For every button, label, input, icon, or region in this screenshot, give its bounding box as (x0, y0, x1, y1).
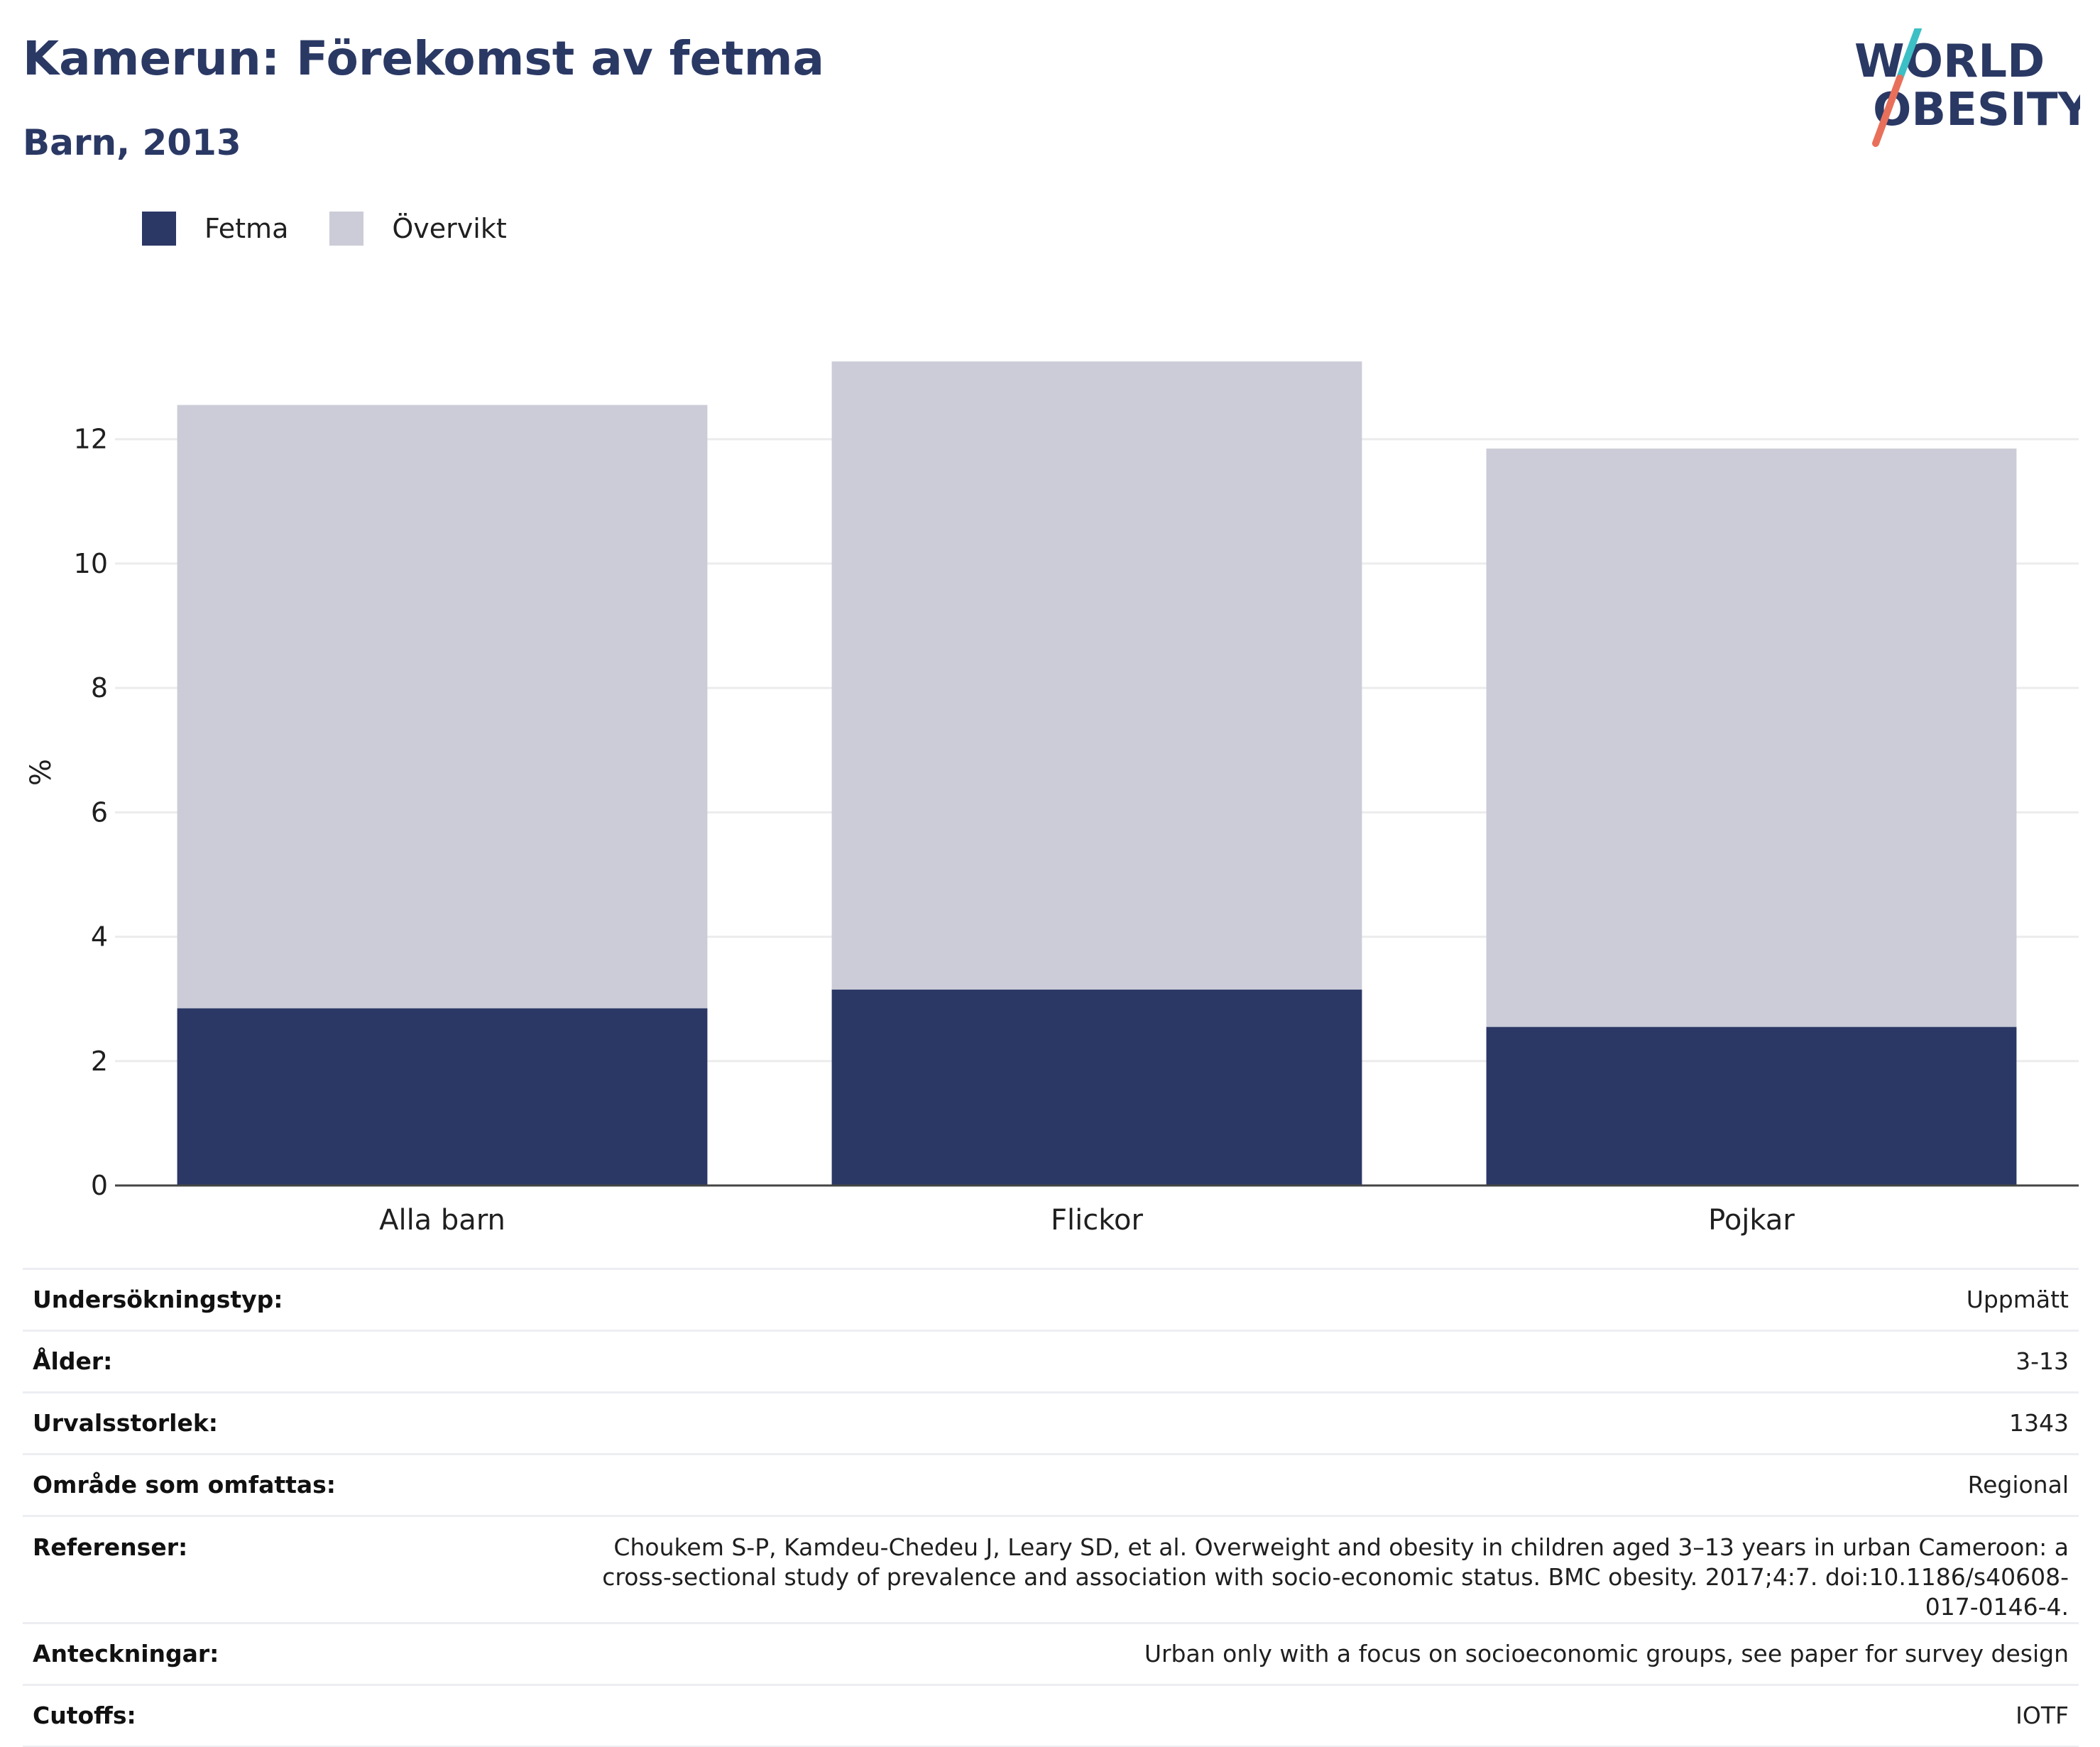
survey-info-table: Undersökningstyp: Uppmätt Ålder: 3-13 Ur… (23, 1268, 2079, 1747)
legend-swatch-overvikt (329, 212, 364, 246)
bar-overvikt (177, 405, 708, 1009)
y-tick-label: 0 (91, 1170, 108, 1201)
info-row-notes: Anteckningar: Urban only with a focus on… (23, 1622, 2079, 1685)
info-key: Cutoffs: (23, 1684, 520, 1747)
info-key: Ålder: (23, 1330, 520, 1393)
logo-text-obesity: OBESITY (1873, 84, 2080, 136)
info-value: IOTF (520, 1684, 2079, 1747)
y-tick-label: 4 (91, 921, 108, 953)
info-row-sample-size: Urvalsstorlek: 1343 (23, 1391, 2079, 1455)
info-key: Område som omfattas: (23, 1453, 520, 1516)
info-row-references: Referenser: Choukem S-P, Kamdeu-Chedeu J… (23, 1515, 2079, 1623)
info-value-reference: Choukem S-P, Kamdeu-Chedeu J, Leary SD, … (602, 1533, 2069, 1621)
legend-label-fetma: Fetma (204, 213, 289, 244)
bar-fetma (831, 990, 1362, 1185)
y-tick-label: 8 (91, 672, 108, 703)
y-tick-label: 2 (91, 1046, 108, 1077)
info-row-age: Ålder: 3-13 (23, 1330, 2079, 1393)
info-key: Urvalsstorlek: (23, 1391, 520, 1455)
bar-chart: 0 2 4 6 8 10 12 Alla barn Flickor Pojkar (74, 361, 2079, 1237)
chart-legend: Fetma Övervikt (142, 210, 548, 247)
info-value: Uppmätt (520, 1268, 2079, 1331)
legend-item-overvikt[interactable]: Övervikt (329, 212, 507, 246)
x-tick-label: Alla barn (379, 1204, 505, 1237)
info-row-area: Område som omfattas: Regional (23, 1453, 2079, 1516)
world-obesity-logo: WORLD OBESITY (1854, 28, 2080, 147)
y-tick-label: 6 (91, 796, 108, 828)
logo-slash-bottom (1872, 75, 1903, 147)
info-key: Undersökningstyp: (23, 1268, 520, 1331)
info-row-cutoffs: Cutoffs: IOTF (23, 1684, 2079, 1747)
bar-overvikt (1486, 448, 2017, 1027)
logo-text-world: WORLD (1854, 35, 2045, 88)
info-key: Anteckningar: (23, 1622, 520, 1685)
info-value: 1343 (520, 1391, 2079, 1455)
legend-item-fetma[interactable]: Fetma (142, 212, 288, 246)
bar-overvikt (831, 361, 1362, 990)
info-row-survey-type: Undersökningstyp: Uppmätt (23, 1268, 2079, 1331)
chart-subtitle: Barn, 2013 (23, 122, 241, 163)
info-key: Referenser: (23, 1515, 520, 1623)
x-tick-label: Flickor (1051, 1204, 1143, 1237)
info-value: 3-13 (520, 1330, 2079, 1393)
y-tick-label: 10 (74, 548, 108, 579)
bar-fetma (177, 1008, 708, 1185)
info-value: Urban only with a focus on socioeconomic… (520, 1622, 2079, 1685)
y-tick-label: 12 (74, 424, 108, 455)
x-tick-label: Pojkar (1708, 1204, 1795, 1237)
logo-slash-top (1896, 28, 1922, 82)
legend-label-overvikt: Övervikt (392, 213, 507, 244)
bar-fetma (1486, 1026, 2017, 1185)
chart-title: Kamerun: Förekomst av fetma (23, 31, 825, 86)
info-value: Regional (520, 1453, 2079, 1516)
legend-swatch-fetma (142, 212, 176, 246)
